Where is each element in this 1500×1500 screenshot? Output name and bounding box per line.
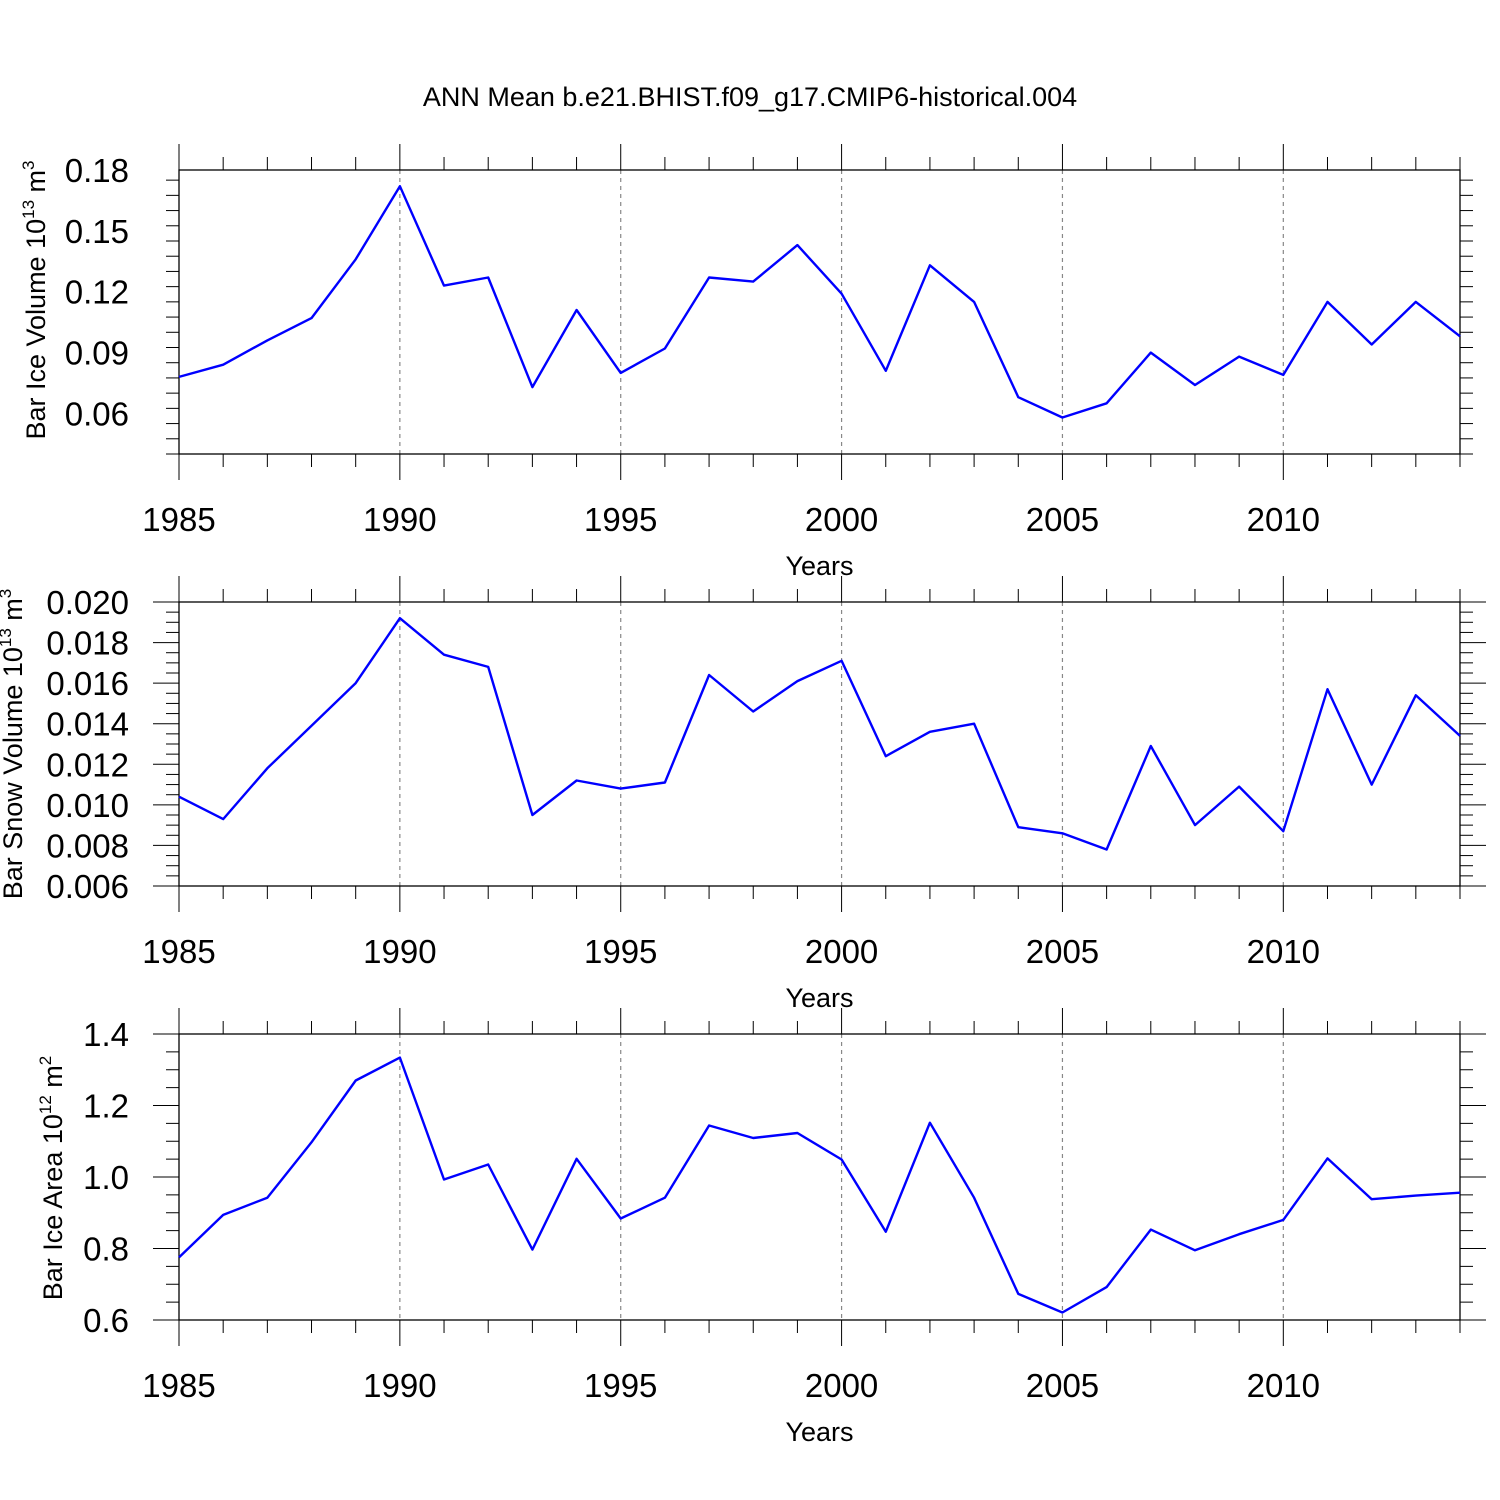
- y-tick-label: 0.008: [46, 827, 129, 864]
- x-tick-label: 1990: [363, 1367, 436, 1404]
- x-tick-label: 2005: [1026, 1367, 1099, 1404]
- y-tick-label: 0.6: [83, 1302, 129, 1339]
- y-tick-label: 0.12: [65, 274, 129, 311]
- y-tick-label: 0.018: [46, 625, 129, 662]
- figure-title: ANN Mean b.e21.BHIST.f09_g17.CMIP6-histo…: [423, 82, 1077, 112]
- x-tick-label: 1990: [363, 501, 436, 538]
- y-tick-label: 0.010: [46, 787, 129, 824]
- y-tick-label: 0.18: [65, 152, 129, 189]
- series-line: [178, 184, 1461, 419]
- plot-frame: [178, 601, 1461, 887]
- y-tick-label: 0.006: [46, 868, 129, 905]
- x-tick-label: 1995: [584, 1367, 657, 1404]
- y-axis-label-text: m: [0, 598, 28, 628]
- y-axis-label: Bar Snow Volume 1013 m3: [0, 589, 28, 900]
- x-tick-label: 1985: [142, 1367, 215, 1404]
- y-tick-label: 0.09: [65, 335, 129, 372]
- x-axis-label: Years: [785, 1417, 853, 1447]
- x-tick-label: 2010: [1247, 501, 1320, 538]
- y-axis-label-superscript: 2: [36, 1056, 55, 1065]
- y-axis-label-text: m: [38, 1065, 68, 1095]
- y-axis-label-text: m: [21, 170, 51, 200]
- y-tick-label: 0.8: [83, 1231, 129, 1268]
- series-line: [178, 617, 1461, 851]
- x-tick-label: 1985: [142, 933, 215, 970]
- y-axis-label: Bar Ice Area 1012 m2: [36, 1056, 68, 1301]
- x-tick-label: 2005: [1026, 501, 1099, 538]
- x-tick-label: 2000: [805, 501, 878, 538]
- y-axis-label-text: Bar Ice Area 10: [38, 1114, 68, 1300]
- y-axis-label-text: Bar Snow Volume 10: [0, 647, 28, 899]
- plot-frame: [178, 1033, 1461, 1321]
- plot-frame: [178, 169, 1461, 455]
- y-tick-label: 0.012: [46, 746, 129, 783]
- x-tick-label: 2010: [1247, 1367, 1320, 1404]
- panels: 0.06 0.09 0.12 0.15 0.18 1985 1990 1995 2000 2005…: [0, 144, 1486, 1447]
- y-axis-label-text: Bar Ice Volume 10: [21, 219, 51, 440]
- y-axis-label-superscript: 13: [0, 628, 15, 647]
- x-axis-label: Years: [785, 551, 853, 581]
- x-tick-label: 1990: [363, 933, 436, 970]
- x-tick-label: 1995: [584, 933, 657, 970]
- x-tick-label: 1985: [142, 501, 215, 538]
- y-axis-label-superscript: 12: [36, 1095, 55, 1114]
- chart-panel-3: 0.6 0.8 1.0 1.2 1.4 1985 1990 1995 2000 2005 2010 Y…: [36, 1008, 1486, 1447]
- x-tick-label: 2010: [1247, 933, 1320, 970]
- y-tick-label: 1.2: [83, 1088, 129, 1125]
- y-tick-label: 0.15: [65, 213, 129, 250]
- chart-panel-1: 0.06 0.09 0.12 0.15 0.18 1985 1990 1995 2000 2005…: [19, 144, 1473, 581]
- y-tick-label: 0.020: [46, 584, 129, 621]
- y-axis-label-superscript: 3: [0, 589, 15, 598]
- y-axis-label-superscript: 13: [19, 200, 38, 219]
- y-tick-label: 1.0: [83, 1159, 129, 1196]
- y-axis-label: Bar Ice Volume 1013 m3: [19, 160, 51, 439]
- y-tick-label: 0.014: [46, 706, 129, 743]
- y-tick-label: 0.016: [46, 665, 129, 702]
- y-tick-label: 1.4: [83, 1016, 129, 1053]
- x-tick-label: 2000: [805, 933, 878, 970]
- series-line: [178, 1056, 1461, 1314]
- y-axis-label-superscript: 3: [19, 160, 38, 169]
- x-tick-label: 2005: [1026, 933, 1099, 970]
- x-tick-label: 1995: [584, 501, 657, 538]
- x-axis-label: Years: [785, 983, 853, 1013]
- y-tick-label: 0.06: [65, 395, 129, 432]
- x-tick-label: 2000: [805, 1367, 878, 1404]
